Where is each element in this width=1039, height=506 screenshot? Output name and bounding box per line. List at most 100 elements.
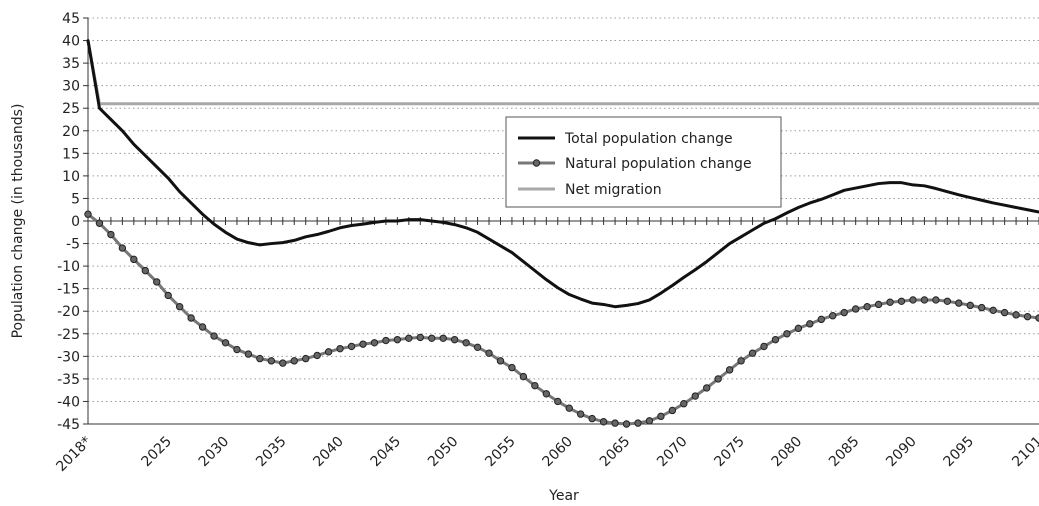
data-point-natural-2019 (95, 219, 104, 227)
data-point-natural-2083 (829, 312, 837, 320)
data-point-natural-2082 (817, 315, 825, 324)
y-tick-labels: 45 40 35 30 25 20 15 10 5 0 -5 -10 -15 -20 -25 -30 -35 -4… (57, 11, 80, 433)
data-point-natural-2063 (599, 418, 608, 426)
data-point-natural-2096 (978, 303, 986, 312)
y-tick-label--30: -30 (57, 349, 80, 365)
data-point-natural-2064 (611, 419, 619, 427)
y-axis-title: Population change (in thousands) (10, 104, 26, 339)
data-point-natural-2062 (588, 414, 596, 423)
data-point-natural-2024 (153, 278, 161, 286)
y-tick-label-25: 25 (62, 101, 80, 117)
x-axis-title: Year (548, 488, 579, 504)
y-tick-label-40: 40 (62, 34, 80, 50)
data-point-natural-2054 (496, 357, 505, 365)
data-point-natural-2069 (668, 406, 677, 415)
data-point-natural-2094 (955, 299, 963, 307)
data-point-natural-2044 (382, 336, 390, 345)
y-tick-label--15: -15 (57, 282, 80, 298)
y-tick-label--5: -5 (66, 237, 80, 253)
data-point-natural-2066 (634, 419, 642, 427)
series-natural (84, 210, 1039, 428)
data-point-natural-2093 (943, 297, 952, 305)
data-point-natural-2033 (256, 354, 264, 363)
data-point-natural-2025 (164, 291, 172, 300)
data-point-natural-2079 (783, 330, 791, 338)
data-point-natural-2021 (118, 244, 127, 252)
data-point-natural-2088 (886, 298, 894, 306)
data-point-natural-2076 (748, 349, 757, 357)
legend-entry-migration: Net migration (518, 182, 662, 198)
data-point-natural-2101 (1035, 314, 1039, 322)
data-point-natural-2100 (1023, 312, 1032, 321)
y-tick-label--10: -10 (57, 259, 80, 275)
data-point-natural-2084 (840, 308, 848, 317)
legend-marker-natural (532, 159, 541, 167)
data-point-natural-2020 (107, 230, 115, 239)
data-point-natural-2037 (302, 354, 310, 363)
y-tick-label--40: -40 (57, 394, 80, 410)
y-tick-label-10: 10 (62, 169, 80, 185)
data-point-natural-2023 (141, 266, 149, 275)
data-point-natural-2038 (313, 351, 321, 360)
data-point-natural-2086 (863, 303, 871, 311)
data-point-natural-2018 (84, 210, 92, 218)
y-tick-label--35: -35 (57, 372, 80, 388)
data-point-natural-2078 (771, 335, 780, 344)
data-point-natural-2048 (428, 334, 436, 342)
y-tick-label-20: 20 (62, 124, 80, 140)
legend: Total population change Natural populati… (505, 116, 782, 208)
data-point-natural-2053 (485, 349, 493, 357)
data-point-natural-2032 (244, 350, 253, 358)
data-point-natural-2090 (909, 296, 917, 304)
y-tick-label--45: -45 (57, 417, 80, 433)
data-point-natural-2075 (737, 357, 745, 365)
data-point-natural-2074 (725, 366, 734, 374)
data-point-natural-2031 (233, 345, 241, 354)
data-point-natural-2077 (760, 342, 768, 351)
data-point-natural-2055 (508, 363, 516, 372)
axes (83, 17, 1039, 425)
y-tick-label-15: 15 (62, 146, 80, 162)
data-point-natural-2068 (657, 412, 665, 421)
data-point-natural-2092 (932, 296, 940, 304)
legend-label-natural: Natural population change (565, 156, 752, 172)
y-tick-label--25: -25 (57, 327, 80, 343)
data-point-natural-2060 (565, 404, 573, 412)
data-point-natural-2097 (989, 306, 997, 315)
y-tick-label-5: 5 (71, 191, 80, 207)
data-point-natural-2085 (851, 305, 860, 313)
data-point-natural-2052 (473, 343, 482, 352)
data-point-natural-2026 (175, 303, 184, 311)
y-tick-label-0: 0 (71, 214, 80, 230)
y-tick-label-35: 35 (62, 56, 80, 72)
data-point-natural-2057 (531, 381, 539, 390)
data-point-natural-2047 (416, 333, 424, 342)
y-tick-label-45: 45 (62, 11, 80, 27)
data-point-natural-2065 (622, 420, 631, 428)
data-point-natural-2043 (370, 339, 379, 347)
data-point-natural-2056 (519, 372, 528, 381)
data-point-natural-2022 (130, 255, 138, 264)
legend-label-migration: Net migration (565, 182, 662, 198)
data-point-natural-2081 (806, 320, 814, 328)
data-point-natural-2039 (324, 348, 333, 356)
data-point-natural-2050 (450, 335, 459, 344)
data-point-natural-2091 (920, 296, 929, 304)
data-point-natural-2040 (336, 344, 344, 353)
data-point-natural-2059 (554, 397, 562, 406)
y-tick-label--20: -20 (57, 304, 80, 320)
data-point-natural-2070 (680, 400, 688, 408)
data-point-natural-2030 (221, 339, 230, 347)
series-total (86, 39, 1039, 309)
gridlines (88, 17, 1039, 402)
data-point-natural-2049 (439, 334, 447, 342)
data-point-natural-2058 (542, 390, 551, 398)
data-point-natural-2036 (290, 357, 298, 365)
data-point-natural-2099 (1012, 311, 1020, 319)
data-point-natural-2089 (897, 297, 906, 305)
data-point-natural-2087 (874, 300, 883, 309)
data-point-natural-2027 (187, 314, 195, 322)
data-point-natural-2072 (703, 384, 711, 392)
data-point-natural-2095 (966, 301, 974, 310)
